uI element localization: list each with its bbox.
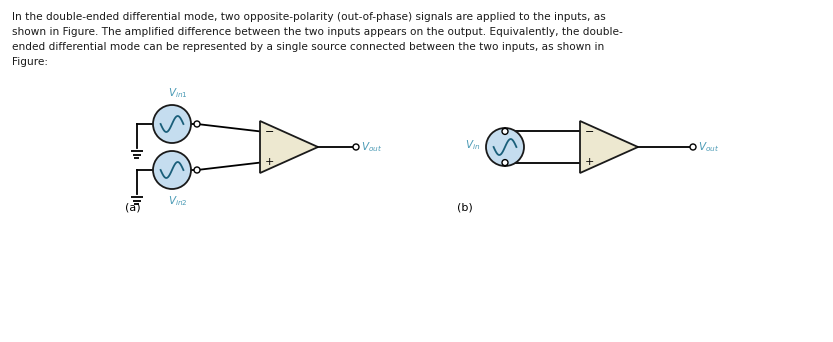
Text: shown in Figure. The amplified difference between the two inputs appears on the : shown in Figure. The amplified differenc… (12, 27, 623, 37)
Text: +: + (265, 157, 274, 167)
Text: $V_{out}$: $V_{out}$ (698, 140, 719, 154)
Circle shape (502, 128, 508, 134)
Text: (b): (b) (457, 202, 473, 212)
Circle shape (502, 160, 508, 166)
Polygon shape (260, 121, 318, 173)
Polygon shape (580, 121, 638, 173)
Text: $V_{out}$: $V_{out}$ (361, 140, 382, 154)
Text: ended differential mode can be represented by a single source connected between : ended differential mode can be represent… (12, 42, 604, 52)
Circle shape (194, 167, 200, 173)
Circle shape (690, 144, 696, 150)
Text: (a): (a) (125, 202, 141, 212)
Text: +: + (585, 157, 595, 167)
Text: −: − (265, 128, 274, 137)
Text: $V_{in2}$: $V_{in2}$ (168, 194, 187, 208)
Circle shape (353, 144, 359, 150)
Circle shape (486, 128, 524, 166)
Text: Figure:: Figure: (12, 57, 48, 67)
Text: $V_{in1}$: $V_{in1}$ (168, 86, 187, 100)
Text: −: − (585, 128, 595, 137)
Circle shape (194, 121, 200, 127)
Text: $V_{in}$: $V_{in}$ (465, 138, 480, 152)
Text: In the double-ended differential mode, two opposite-polarity (out-of-phase) sign: In the double-ended differential mode, t… (12, 12, 606, 22)
Circle shape (153, 105, 191, 143)
Circle shape (153, 151, 191, 189)
